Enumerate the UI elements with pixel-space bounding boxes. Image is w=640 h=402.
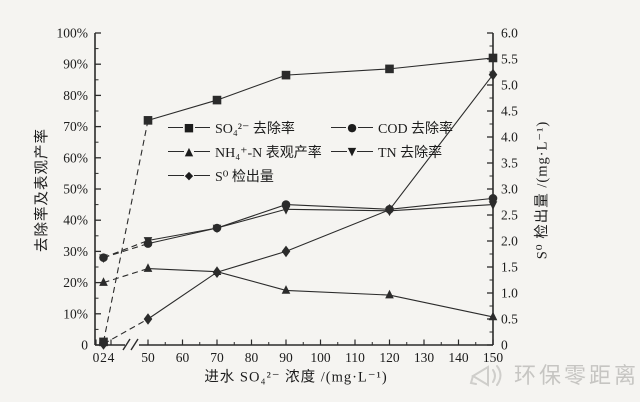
svg-text:4.5: 4.5 [501, 104, 518, 119]
svg-text:5.5: 5.5 [501, 52, 518, 67]
svg-text:140: 140 [448, 350, 469, 365]
svg-text:1.5: 1.5 [501, 260, 518, 275]
svg-text:0.5: 0.5 [501, 312, 518, 327]
x-axis-label: 进水 SO₄²⁻ 浓度 /(mg·L⁻¹) [204, 369, 388, 386]
svg-text:2.0: 2.0 [501, 234, 518, 249]
svg-text:80: 80 [245, 350, 259, 365]
svg-text:3.5: 3.5 [501, 156, 518, 171]
svg-text:10%: 10% [63, 306, 88, 321]
y-axis-label-right: S⁰ 检出量 /(mg·L⁻¹) [534, 120, 551, 260]
watermark: 环保零距离 [466, 354, 639, 394]
svg-text:100: 100 [310, 350, 331, 365]
svg-text:70: 70 [210, 350, 224, 365]
svg-text:70%: 70% [63, 119, 88, 134]
svg-text:50%: 50% [63, 182, 88, 197]
svg-text:100%: 100% [57, 26, 89, 41]
svg-text:150: 150 [483, 350, 504, 365]
chart-legend: ■ SO₄²⁻ 去除率 ● COD 去除率 ▲ NH₄⁺-N 表观产率 ▼ TN… [168, 117, 481, 186]
svg-text:50: 50 [141, 350, 155, 365]
megaphone-icon [469, 365, 502, 387]
svg-text:6.0: 6.0 [501, 26, 518, 41]
legend-label: S⁰ 检出量 [215, 169, 274, 185]
legend-label: SO₄²⁻ 去除率 [215, 121, 295, 137]
svg-text:0: 0 [93, 350, 100, 365]
svg-text:0: 0 [81, 338, 88, 353]
svg-text:2: 2 [100, 350, 107, 365]
legend-item-so4-removal: ■ SO₄²⁻ 去除率 [168, 117, 331, 138]
svg-text:0: 0 [501, 338, 508, 353]
square-marker-icon: ■ [168, 122, 210, 133]
svg-text:40%: 40% [63, 213, 88, 228]
svg-text:30%: 30% [63, 244, 88, 259]
svg-text:90%: 90% [63, 57, 88, 72]
circle-marker-icon: ● [331, 122, 374, 133]
svg-text:20%: 20% [63, 275, 88, 290]
svg-text:3.0: 3.0 [501, 182, 518, 197]
watermark-text: 环保零距离 [514, 363, 640, 388]
legend-item-cod-removal: ● COD 去除率 [331, 117, 481, 138]
legend-item-tn-removal: ▼ TN 去除率 [331, 141, 481, 162]
svg-text:4.0: 4.0 [501, 130, 518, 145]
legend-label: COD 去除率 [378, 121, 454, 137]
svg-text:120: 120 [379, 350, 400, 365]
triangle-down-marker-icon: ▼ [331, 146, 373, 157]
legend-item-s0-detected: ◆ S⁰ 检出量 [168, 165, 331, 186]
svg-text:5.0: 5.0 [501, 78, 518, 93]
legend-item-nh4-yield: ▲ NH₄⁺-N 表观产率 [168, 141, 331, 162]
svg-text:90: 90 [279, 350, 293, 365]
svg-text:60%: 60% [63, 150, 88, 165]
svg-text:60: 60 [176, 350, 190, 365]
svg-text:2.5: 2.5 [501, 208, 518, 223]
legend-label: NH₄⁺-N 表观产率 [215, 145, 322, 161]
triangle-up-marker-icon: ▲ [168, 146, 210, 157]
svg-text:80%: 80% [63, 88, 88, 103]
legend-label: TN 去除率 [378, 145, 443, 161]
svg-text:1.0: 1.0 [501, 286, 518, 301]
diamond-marker-icon: ◆ [168, 170, 210, 181]
svg-text:130: 130 [414, 350, 435, 365]
svg-text:4: 4 [108, 350, 115, 365]
svg-text:110: 110 [345, 350, 365, 365]
y-axis-label-left: 去除率及表观产率 [34, 128, 51, 252]
